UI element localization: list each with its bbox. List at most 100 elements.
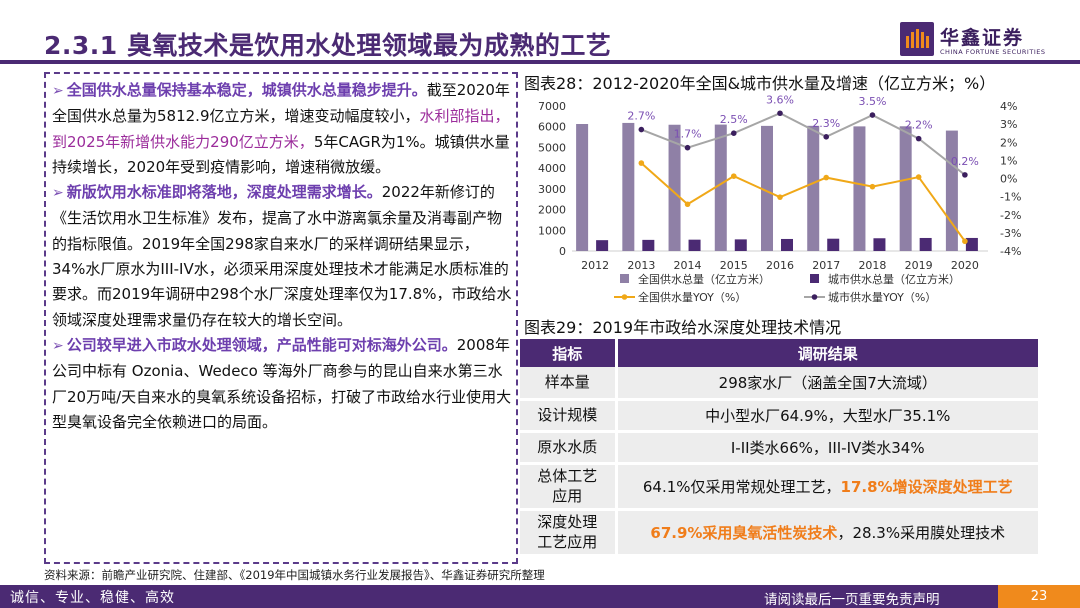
- arrow-bullet-icon: ➢: [52, 185, 64, 202]
- data-label-city-yoy: 2.3%: [812, 117, 840, 130]
- bar-national-supply: [714, 124, 727, 251]
- marker-national-yoy: [962, 238, 968, 245]
- deep-treatment-table: 指标 调研结果 样本量 298家水厂（涵盖全国7大流域） 设计规模 中小型水厂6…: [520, 339, 1038, 557]
- bar-national-supply: [899, 126, 912, 251]
- data-label-city-yoy: 2.5%: [720, 113, 748, 126]
- bar-city-supply: [596, 240, 609, 251]
- bar-national-supply: [576, 124, 589, 251]
- table-row: 原水水质 I-II类水66%，III-IV类水34%: [520, 431, 1038, 465]
- marker-national-yoy: [823, 174, 830, 181]
- key-line: 总体工艺: [537, 467, 598, 485]
- y2-axis-tick-label: -1%: [1000, 191, 1021, 204]
- data-label-city-yoy: 0.2%: [951, 155, 979, 168]
- marker-city-yoy: [869, 112, 876, 118]
- data-label-city-yoy: 2.7%: [627, 110, 655, 123]
- table-cell-key: 设计规模: [520, 399, 618, 433]
- y2-axis-tick-label: -2%: [1000, 209, 1021, 222]
- table-header-result: 调研结果: [616, 339, 1038, 367]
- table-title: 图表29：2019年市政给水深度处理技术情况: [524, 318, 842, 337]
- bullet-text: 2022年新修订的《生活饮用水卫生标准》发布，提高了水中游离氯余量及消毒副产物的…: [52, 183, 512, 329]
- key-line: 工艺应用: [537, 533, 598, 551]
- marker-city-yoy: [638, 126, 645, 133]
- table-row: 样本量 298家水厂（涵盖全国7大流域）: [520, 367, 1038, 401]
- marker-national-yoy: [777, 194, 783, 200]
- bar-city-supply: [688, 239, 701, 251]
- bar-city-supply: [873, 238, 886, 251]
- bar-city-supply: [734, 239, 747, 251]
- bar-city-supply: [965, 237, 978, 251]
- marker-city-yoy: [684, 144, 691, 151]
- value-highlight: 17.8%增设深度处理工艺: [840, 477, 1013, 496]
- bar-city-supply: [642, 239, 655, 251]
- arrow-bullet-icon: ➢: [52, 337, 64, 354]
- y2-axis-tick-label: 4%: [1000, 100, 1017, 113]
- page-title: 2.3.1 臭氧技术是饮用水处理领域最为成熟的工艺: [44, 31, 612, 60]
- bullet-heading: 全国供水总量保持基本稳定，城镇供水总量稳步提升。: [66, 81, 427, 99]
- marker-city-yoy: [962, 172, 968, 178]
- table-cell-value: 中小型水厂64.9%，大型水厂35.1%: [616, 399, 1038, 433]
- footer-slogan: 诚信、专业、稳健、高效: [10, 590, 175, 606]
- table-row: 深度处理工艺应用 67.9%采用臭氧活性炭技术，28.3%采用膜处理技术: [520, 509, 1038, 557]
- y-axis-tick-label: 1000: [538, 224, 566, 237]
- y-axis-tick-label: 6000: [538, 121, 566, 134]
- x-axis-tick-label: 2018: [858, 259, 886, 272]
- value-text: 64.1%仅采用常规处理工艺，: [642, 477, 841, 496]
- y2-axis-tick-label: -4%: [1000, 245, 1021, 258]
- bar-national-supply: [622, 122, 635, 251]
- table-cell-key: 样本量: [520, 367, 618, 401]
- y-axis-tick-label: 7000: [538, 100, 566, 113]
- bar-city-supply: [827, 238, 840, 251]
- page-number: 23: [998, 585, 1080, 608]
- marker-national-yoy: [730, 173, 737, 179]
- x-axis-tick-label: 2013: [627, 259, 655, 272]
- key-line: 深度处理: [537, 513, 598, 531]
- footer-disclaimer: 请阅读最后一页重要免责声明: [764, 592, 940, 608]
- y2-axis-tick-label: 0%: [1000, 173, 1017, 186]
- x-axis-tick-label: 2017: [812, 259, 840, 272]
- y-axis-tick-label: 4000: [538, 162, 566, 175]
- bullet-water-standard: ➢ 新版饮用水标准即将落地，深度处理需求增长。2022年新修订的《生活饮用水卫生标…: [52, 180, 512, 333]
- bar-national-supply: [668, 124, 681, 251]
- legend-marker: [811, 294, 818, 300]
- x-axis-tick-label: 2020: [951, 259, 979, 272]
- bar-city-supply: [781, 238, 793, 251]
- marker-city-yoy: [730, 130, 737, 136]
- data-label-city-yoy: 3.6%: [766, 93, 794, 106]
- legend-swatch: [810, 274, 819, 283]
- data-label-city-yoy: 3.5%: [858, 95, 886, 108]
- table-row: 设计规模 中小型水厂64.9%，大型水厂35.1%: [520, 399, 1038, 433]
- bullet-text: 截至2020年全国供水总量为5812.9亿立方米，增速变动幅度较小，: [52, 81, 510, 126]
- table-cell-value: I-II类水66%，III-IV类水34%: [616, 431, 1038, 465]
- legend-label: 全国供水量YOY（%）: [638, 290, 746, 304]
- y-axis-tick-label: 5000: [538, 141, 566, 154]
- bar-national-supply: [761, 125, 773, 251]
- logo-name: 华鑫证券: [940, 27, 1025, 49]
- water-supply-chart: 7000 6000 5000 4000 3000 2000 1000 0 4% 3% 2% 1% 0% -…: [538, 93, 1021, 304]
- footer-bar: 诚信、专业、稳健、高效 请阅读最后一页重要免责声明 23: [0, 585, 1080, 608]
- bullet-text: 5年CAGR为1%。城镇供水量持续增长，2020年受到疫情影响，增速稍微放缓。: [52, 132, 510, 176]
- value-text: ，28.3%采用膜处理技术: [837, 523, 1006, 542]
- bullet-company-entry: ➢ 公司较早进入市政水处理领域，产品性能可对标海外公司。2008年公司中标有 Oz…: [52, 333, 512, 435]
- table-row: 总体工艺应用 64.1%仅采用常规处理工艺，17.8%增设深度处理工艺: [520, 463, 1038, 511]
- key-line: 应用: [552, 487, 583, 505]
- data-label-city-yoy: 2.2%: [905, 119, 933, 132]
- value-highlight: 67.9%采用臭氧活性炭技术: [650, 523, 838, 542]
- bar-national-supply: [807, 125, 820, 251]
- y2-axis-tick-label: 1%: [1000, 154, 1017, 167]
- logo-subtitle: CHINA FORTUNE SECURITIES: [940, 48, 1046, 56]
- y2-axis-tick-label: 3%: [1000, 118, 1017, 131]
- bullet-supply-volume: ➢ 全国供水总量保持基本稳定，城镇供水总量稳步提升。截至2020年全国供水总量为5…: [52, 78, 512, 180]
- data-label-city-yoy: 1.7%: [674, 128, 702, 141]
- x-axis-tick-label: 2019: [905, 259, 933, 272]
- data-source-note: 资料来源：前瞻产业研究院、住建部、《2019年中国城镇水务行业发展报告》、华鑫证…: [44, 568, 545, 582]
- y-axis-tick-label: 0: [559, 245, 566, 258]
- chart-title: 图表28：2012-2020年全国&城市供水量及增速（亿立方米；%）: [524, 74, 996, 93]
- table-cell-key: 原水水质: [520, 431, 618, 465]
- marker-city-yoy: [915, 135, 922, 142]
- marker-national-yoy: [915, 174, 922, 180]
- legend-label: 城市供水量YOY（%）: [828, 290, 936, 304]
- y-axis-tick-label: 3000: [538, 183, 566, 196]
- company-logo: 华鑫证券 CHINA FORTUNE SECURITIES: [900, 22, 1070, 58]
- x-axis-tick-label: 2012: [581, 259, 609, 272]
- marker-national-yoy: [638, 160, 645, 166]
